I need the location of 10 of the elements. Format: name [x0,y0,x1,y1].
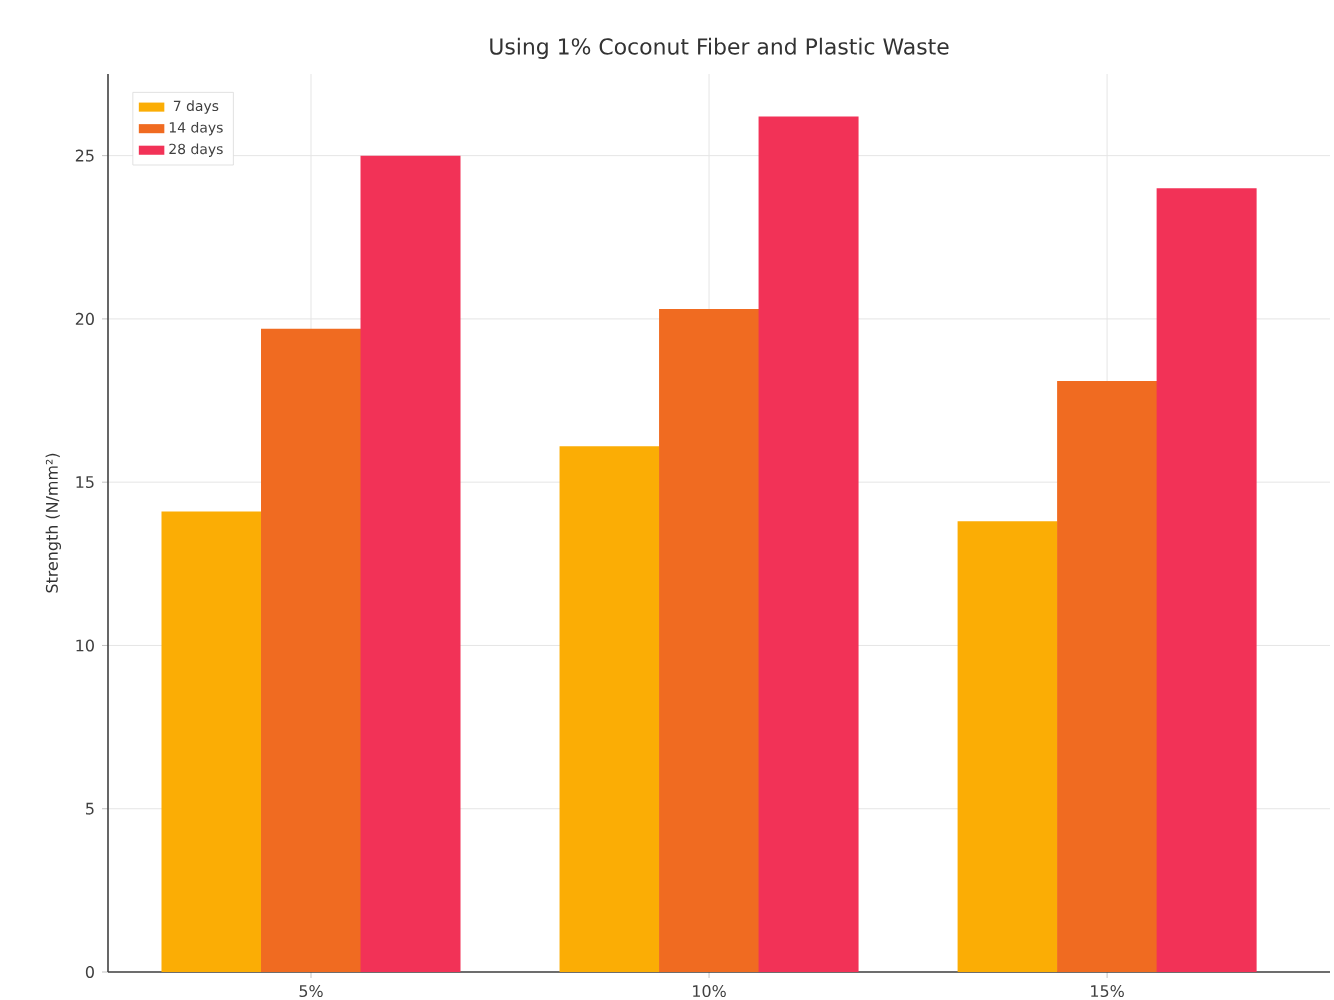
bar [1156,188,1257,972]
chart-title: Using 1% Coconut Fiber and Plastic Waste [490,37,949,59]
bar [559,446,660,972]
bar [758,116,859,972]
bar [161,511,262,972]
bar [360,155,461,972]
bar [1057,380,1158,972]
bar [659,309,760,972]
bar [957,521,1058,972]
bar [261,328,362,972]
